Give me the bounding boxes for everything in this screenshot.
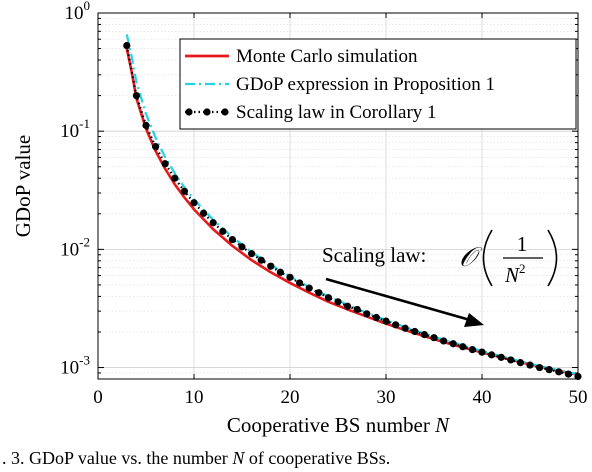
x-tick-label: 50 [569, 387, 588, 408]
x-axis-label-var: N [434, 413, 450, 437]
legend-marker [221, 108, 229, 116]
series-point [315, 289, 323, 297]
series-point [430, 334, 438, 342]
series-point [296, 279, 304, 287]
series-point [526, 361, 534, 369]
series-point [363, 310, 371, 318]
annotation-numerator: 1 [517, 232, 528, 256]
series-point [382, 317, 390, 325]
series-point [190, 199, 198, 207]
x-axis-label: Cooperative BS number N [227, 413, 450, 437]
annotation-denominator: N2 [504, 261, 526, 287]
series-point [516, 359, 525, 367]
series-point [411, 327, 419, 336]
legend-label-1: Monte Carlo simulation [236, 46, 418, 67]
x-tick-label: 0 [93, 387, 103, 408]
figure-caption: . 3. GDoP value vs. the number N of coop… [2, 448, 390, 468]
legend-label-3: Scaling law in Corollary 1 [236, 102, 437, 123]
series-point [488, 351, 496, 359]
series-point [440, 337, 448, 345]
series-point [238, 243, 246, 251]
y-tick-base: 10 [60, 358, 79, 379]
y-axis-label: GDoP value [11, 135, 35, 237]
series-point [219, 227, 227, 235]
series-point [536, 363, 544, 372]
series-point [180, 187, 188, 195]
x-tick-label: 40 [473, 387, 492, 408]
series-point [286, 273, 294, 281]
plot-frame [97, 12, 579, 380]
series-point [161, 160, 169, 168]
y-tick-label: 10-3 [60, 353, 90, 379]
series-layer [123, 34, 582, 381]
y-tick-label: 10-1 [60, 116, 90, 142]
y-tick-label: 100 [65, 0, 91, 24]
legend-box [179, 38, 577, 130]
series-point [401, 324, 409, 332]
annotation-arrow-line [325, 277, 471, 322]
series-point [257, 256, 265, 264]
annotation-denominator-base: N [504, 263, 520, 287]
series-point [267, 262, 275, 270]
x-tick-label: 10 [185, 387, 204, 408]
series-point [420, 331, 428, 339]
series-point [132, 92, 140, 100]
y-tick-base: 10 [65, 3, 84, 24]
series-point [392, 321, 400, 329]
series-point [248, 250, 256, 258]
annotation-left-paren [482, 229, 493, 287]
caption-prefix: . 3. GDoP value vs. the number [2, 448, 232, 468]
series-point [276, 268, 284, 276]
series-point [324, 294, 332, 302]
y-tick-label: 10-2 [60, 234, 90, 260]
legend-marker [203, 108, 211, 116]
series-point [142, 121, 150, 129]
series-point [478, 348, 486, 356]
series-point [228, 235, 236, 244]
series-point [468, 345, 476, 354]
series-point [459, 343, 467, 351]
y-tick-exponent: -1 [79, 116, 90, 131]
series-point [123, 41, 131, 50]
ticks [97, 13, 579, 380]
caption-suffix: of cooperative BSs. [244, 448, 390, 468]
legend: Monte Carlo simulation GDoP expression in… [179, 38, 577, 130]
series-point [353, 305, 361, 314]
x-axis-label-text: Cooperative BS number [227, 413, 435, 437]
series-point [209, 219, 217, 227]
y-tick-exponent: -3 [79, 353, 90, 368]
y-tick-base: 10 [60, 239, 79, 260]
annotation-denominator-exp: 2 [519, 261, 526, 276]
legend-marker [185, 108, 193, 116]
y-tick-exponent: -2 [79, 234, 90, 249]
series-point [555, 368, 563, 376]
y-tick-exponent: 0 [84, 0, 91, 13]
x-tick-label: 20 [281, 387, 300, 408]
caption-var: N [231, 448, 245, 468]
series-point [372, 313, 380, 322]
legend-label-2: GDoP expression in Proposition 1 [236, 74, 495, 95]
series-point [564, 370, 573, 378]
series-point [334, 298, 342, 306]
series-point [507, 356, 515, 364]
series-point [171, 174, 179, 182]
series-point [545, 366, 553, 374]
x-tick-label: 30 [377, 387, 396, 408]
annotation-right-paren [547, 229, 558, 287]
series-point [152, 143, 160, 151]
series-point [305, 284, 313, 292]
series-point [449, 340, 457, 348]
series-point [497, 353, 505, 361]
y-tick-base: 10 [60, 121, 79, 142]
annotation-text: Scaling law: [322, 243, 426, 267]
series-point [200, 209, 208, 217]
annotation-arrow-head [464, 313, 484, 327]
series-point [344, 302, 352, 310]
